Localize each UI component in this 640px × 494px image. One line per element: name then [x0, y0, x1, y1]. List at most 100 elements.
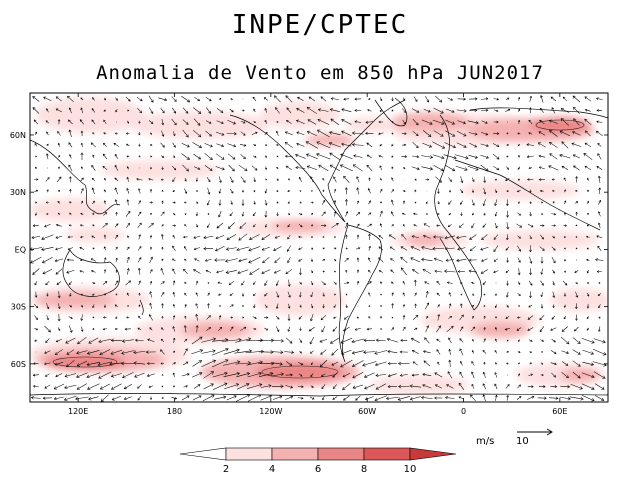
wind-arrowhead [460, 202, 463, 205]
wind-arrow [33, 224, 39, 227]
wind-arrowhead [596, 109, 599, 112]
wind-arrowhead [554, 362, 557, 366]
wind-arrowhead [526, 155, 530, 159]
wind-arrow [275, 107, 280, 114]
wind-arrowhead [185, 122, 189, 125]
wind-arrow [457, 120, 466, 124]
wind-arrowhead [566, 351, 569, 355]
wind-arrow [296, 143, 305, 147]
wind-arrowhead [529, 362, 532, 365]
wind-arrow [448, 316, 452, 319]
wind-arrow [550, 362, 557, 365]
wind-arrow [172, 177, 176, 182]
wind-arrowhead [184, 258, 187, 261]
wind-arrowhead [565, 363, 569, 366]
wind-arrowhead [241, 214, 245, 217]
wind-arrowhead [133, 350, 137, 355]
wind-arrow [528, 120, 533, 124]
wind-arrowhead [58, 328, 61, 331]
wind-arrow [150, 281, 152, 285]
wind-arrowhead [402, 314, 406, 318]
wind-arrow [527, 155, 534, 158]
wind-arrowhead [185, 134, 189, 138]
wind-arrow [173, 315, 175, 320]
wind-arrowhead [310, 294, 313, 298]
wind-arrowhead [35, 317, 38, 321]
wind-arrow [253, 224, 256, 227]
wind-arrow [561, 118, 569, 126]
wind-arrowhead [91, 119, 94, 122]
wind-arrowhead [149, 234, 153, 238]
wind-arrowhead [563, 294, 567, 297]
wind-arrow [596, 130, 603, 137]
wind-arrowhead [341, 351, 345, 355]
wind-arrow [345, 211, 348, 217]
wind-arrowhead [543, 385, 546, 388]
wind-arrow [400, 374, 408, 376]
wind-arrowhead [120, 361, 125, 366]
wind-arrowhead [110, 338, 114, 343]
wind-arrowhead [183, 268, 186, 272]
wind-arrowhead [295, 153, 299, 158]
wind-arrowhead [518, 96, 521, 100]
wind-arrowhead [456, 235, 460, 240]
wind-arrowhead [34, 213, 38, 216]
wind-arrow [235, 394, 251, 402]
wind-arrow [246, 361, 263, 366]
wind-arrowhead [598, 316, 601, 319]
wind-arrowhead [58, 212, 60, 215]
wind-arrowhead [69, 188, 72, 192]
wind-arrow [307, 131, 317, 136]
wind-arrowhead [587, 281, 590, 285]
wind-arrowhead [444, 236, 448, 240]
wind-arrowhead [221, 144, 225, 148]
wind-arrowhead [439, 99, 443, 103]
wind-arrowhead [172, 280, 176, 283]
wind-arrowhead [287, 201, 290, 204]
wind-arrow [432, 154, 445, 159]
wind-arrowhead [403, 98, 406, 101]
wind-arrow [34, 190, 38, 192]
wind-arrowhead [387, 384, 391, 389]
wind-arrow [223, 361, 240, 366]
wind-arrowhead [127, 210, 131, 214]
wind-arrow [261, 234, 271, 240]
wind-arrow [217, 282, 223, 284]
wind-arrow [183, 348, 188, 356]
wind-arrowhead [160, 349, 163, 352]
wind-arrowhead [41, 236, 45, 241]
wind-arrow [541, 292, 543, 297]
wind-arrowhead [46, 143, 49, 146]
wind-arrow [332, 326, 338, 332]
wind-arrowhead [215, 236, 219, 240]
wind-arrowhead [460, 303, 463, 306]
wind-arrow [160, 142, 165, 148]
wind-arrowhead [379, 281, 383, 284]
wind-arrow [240, 131, 246, 136]
wind-arrow [598, 187, 601, 195]
wind-arrow [379, 270, 383, 273]
wind-arrowhead [193, 236, 197, 239]
wind-arrow [86, 372, 101, 378]
wind-arrowhead [468, 269, 472, 273]
wind-arrowhead [572, 95, 576, 99]
wind-arrowhead [248, 248, 252, 252]
wind-arrow [201, 360, 216, 367]
wind-arrowhead [150, 201, 153, 204]
wind-arrowhead [482, 350, 485, 353]
wind-arrowhead [319, 339, 323, 343]
wind-arrowhead [485, 155, 489, 159]
wind-arrow [284, 351, 294, 353]
wind-arrow [321, 373, 326, 377]
wind-arrowhead [375, 373, 379, 378]
wind-arrowhead [595, 97, 599, 101]
wind-arrowhead [434, 372, 438, 376]
wind-arrow [344, 315, 349, 320]
wind-arrowhead [161, 258, 164, 261]
wind-arrowhead [35, 155, 38, 158]
wind-arrow [413, 224, 418, 227]
wind-arrow [506, 395, 509, 401]
wind-arrow [364, 384, 375, 389]
wind-arrowhead [287, 190, 290, 193]
wind-arrowhead [459, 281, 462, 285]
